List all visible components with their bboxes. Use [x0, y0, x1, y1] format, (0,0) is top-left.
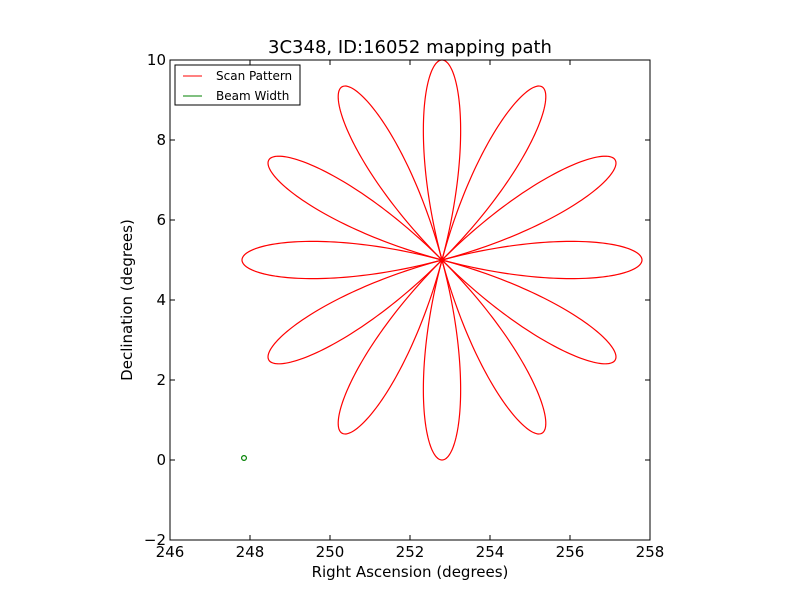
legend-label-beam-width: Beam Width [216, 89, 289, 103]
y-axis-label: Declination (degrees) [118, 219, 136, 381]
scan-pattern-petal [441, 259, 547, 435]
scan-pattern-petal [441, 259, 617, 365]
x-tick-label: 248 [236, 543, 265, 561]
x-tick-label: 258 [636, 543, 665, 561]
y-tick-label: −2 [144, 531, 166, 549]
legend-box [174, 64, 301, 106]
scan-pattern-petal [337, 85, 443, 261]
x-tick-label: 246 [156, 543, 185, 561]
y-tick-label: 6 [156, 211, 166, 229]
x-tick-label: 252 [396, 543, 425, 561]
scan-pattern-petal [422, 259, 462, 461]
x-axis-label: Right Ascension (degrees) [312, 563, 509, 581]
y-tick-label: 0 [156, 451, 166, 469]
scan-pattern-petal [267, 259, 443, 365]
scan-pattern-petal [441, 155, 617, 261]
y-tick-label: 10 [147, 51, 166, 69]
x-tick-label: 256 [556, 543, 585, 561]
x-tick-label: 254 [476, 543, 505, 561]
y-tick-label: 8 [156, 131, 166, 149]
scan-pattern-petal [267, 155, 443, 261]
y-tick-label: 2 [156, 371, 166, 389]
legend-label-scan-pattern: Scan Pattern [216, 69, 292, 83]
scan-pattern-petal [241, 240, 443, 280]
chart-title: 3C348, ID:16052 mapping path [268, 37, 552, 58]
beam-width-circle [241, 455, 248, 462]
plot-area [170, 60, 650, 540]
scan-pattern-petal [337, 259, 443, 435]
plot-frame [169, 59, 651, 541]
legend: Scan Pattern Beam Width [174, 64, 301, 106]
scan-pattern-petal [441, 85, 547, 261]
x-tick-label: 250 [316, 543, 345, 561]
y-tick-label: 4 [156, 291, 166, 309]
chart-marks [241, 59, 643, 462]
scan-pattern-petal [441, 240, 643, 280]
